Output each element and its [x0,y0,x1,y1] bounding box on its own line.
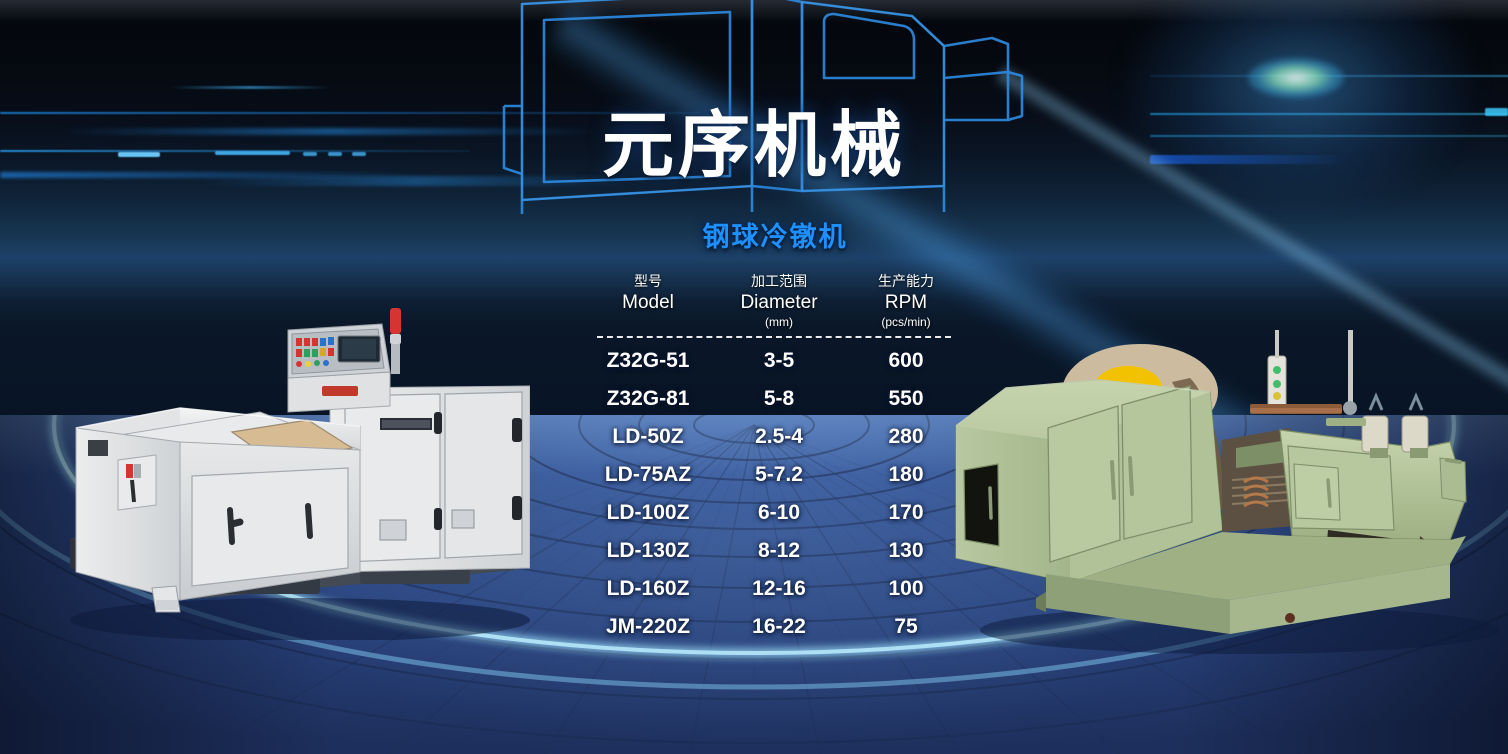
lens-flare [1248,58,1344,98]
spec-header-diameter-en: Diameter [740,292,818,313]
spec-header-row: 型号 Model 加工范围 Diameter (mm) 生产能力 RPM (pc… [580,274,970,330]
tech-line [328,152,342,156]
spec-table: 钢球冷镦机 型号 Model 加工范围 Diameter (mm) 生产能力 R… [580,215,970,646]
machine-right-image [955,330,1500,654]
tech-line [0,172,420,178]
table-row: LD-50Z 2.5-4 280 [580,418,970,456]
spec-cell-diameter: 12-16 [752,577,806,600]
wireframe-truck-icon [502,0,1024,214]
spec-header-diameter-cn: 加工范围 [751,274,807,290]
spec-rows: Z32G-51 3-5 600 Z32G-81 5-8 550 LD-50Z 2.5-4 280… [580,342,970,646]
spec-header-model: 型号 Model [580,274,716,330]
spec-cell-rpm: 100 [888,577,924,600]
spec-heading: 钢球冷镦机 [702,222,848,253]
tech-line [1150,155,1350,164]
tech-line [0,112,700,114]
spec-header-rpm-unit: (pcs/min) [881,315,931,329]
spec-cell-model: LD-50Z [612,425,684,448]
spec-cell-rpm: 75 [894,615,918,638]
tech-line [118,152,160,157]
tech-line [200,176,630,186]
spec-cell-model: LD-100Z [606,501,690,524]
spec-cell-model: LD-160Z [606,577,690,600]
spec-header-rpm-cn: 生产能力 [878,274,934,290]
spec-cell-diameter: 5-8 [763,387,795,410]
spec-cell-model: LD-75AZ [604,463,692,486]
table-row: LD-75AZ 5-7.2 180 [580,456,970,494]
table-row: LD-100Z 6-10 170 [580,494,970,532]
spec-cell-rpm: 600 [888,349,924,372]
tech-line [1150,135,1508,137]
machine-left-image [70,308,530,640]
spec-header-diameter-unit: (mm) [765,315,793,329]
table-row: LD-130Z 8-12 130 [580,532,970,570]
top-light-strip [0,0,1508,22]
tech-line [215,151,290,155]
spec-cell-model: Z32G-81 [606,387,690,410]
spec-cell-diameter: 3-5 [763,349,795,372]
page-title: 元序机械 [601,103,906,187]
spec-cell-diameter: 8-12 [757,539,801,562]
spec-header-model-en: Model [622,292,674,313]
spec-cell-rpm: 280 [888,425,924,448]
lens-flare-glow [1130,0,1470,200]
table-row: JM-220Z 16-22 75 [580,608,970,646]
spec-cell-model: Z32G-51 [606,349,690,372]
table-row: Z32G-81 5-8 550 [580,380,970,418]
spec-cell-diameter: 2.5-4 [755,425,803,448]
table-row: LD-160Z 12-16 100 [580,570,970,608]
spec-header-diameter: 加工范围 Diameter (mm) [716,274,842,330]
spec-header-model-cn: 型号 [634,274,662,290]
tech-line [352,152,366,156]
spec-cell-rpm: 130 [888,539,924,562]
spec-cell-diameter: 5-7.2 [755,463,803,486]
tech-line [303,152,317,156]
table-row: Z32G-51 3-5 600 [580,342,970,380]
spec-cell-rpm: 170 [888,501,924,524]
spec-cell-diameter: 16-22 [752,615,806,638]
spec-header-rpm: 生产能力 RPM (pcs/min) [842,274,970,330]
tech-line [1150,113,1508,115]
tech-line [60,128,600,135]
tech-line [170,86,330,89]
spec-cell-rpm: 180 [888,463,924,486]
spec-cell-model: LD-130Z [606,539,690,562]
spec-cell-model: JM-220Z [605,615,691,638]
spec-divider [597,336,951,338]
tech-line [1485,108,1508,116]
spec-header-rpm-en: RPM [884,292,928,313]
spec-cell-diameter: 6-10 [757,501,801,524]
spec-cell-rpm: 550 [888,387,924,410]
